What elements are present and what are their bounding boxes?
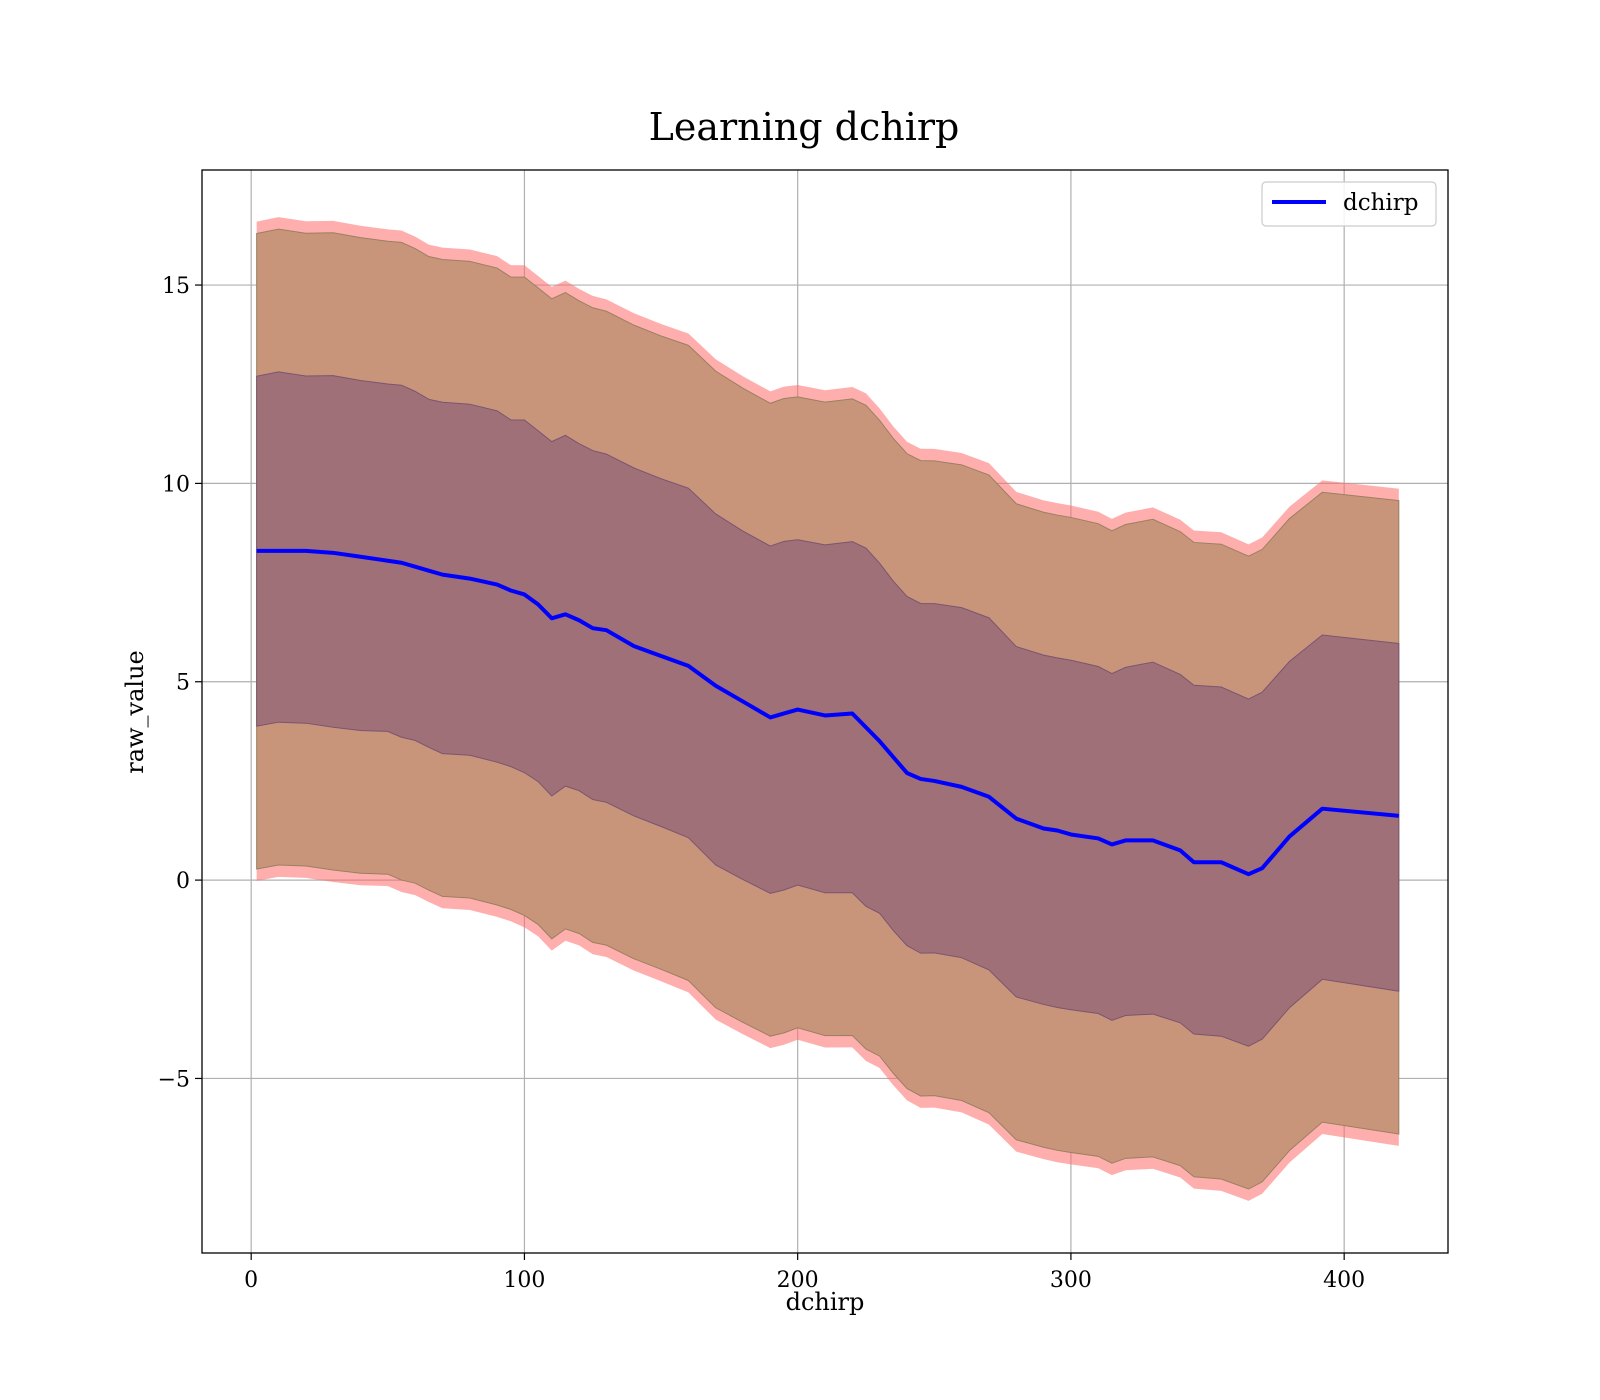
y-tick-label: 10 bbox=[162, 472, 190, 497]
y-tick-label: 0 bbox=[176, 869, 190, 894]
legend-label: dchirp bbox=[1343, 190, 1419, 216]
x-tick-label: 300 bbox=[1050, 1268, 1092, 1293]
y-tick-label: 15 bbox=[162, 274, 190, 299]
y-axis-label: raw_value bbox=[121, 650, 149, 774]
series-line-dchirp bbox=[256, 548, 1400, 877]
x-tick-label: 200 bbox=[777, 1268, 819, 1293]
x-axis-label: dchirp bbox=[786, 1288, 865, 1316]
inner-band bbox=[256, 371, 1400, 1047]
axis-ticks: 0 100 200 300 400 −5 0 5 10 15 bbox=[158, 274, 1366, 1293]
x-tick-label: 400 bbox=[1323, 1268, 1365, 1293]
confidence-bands bbox=[256, 217, 1400, 1201]
y-tick-label: 5 bbox=[176, 671, 190, 696]
chart-title: Learning dchirp bbox=[649, 105, 960, 149]
plot-frame bbox=[201, 169, 1449, 1254]
x-tick-label: 0 bbox=[244, 1268, 258, 1293]
y-tick-label: −5 bbox=[158, 1067, 190, 1092]
legend: dchirp bbox=[1261, 181, 1437, 227]
x-tick-label: 100 bbox=[503, 1268, 545, 1293]
series-lines bbox=[256, 548, 1400, 877]
legend-box bbox=[1261, 181, 1437, 227]
